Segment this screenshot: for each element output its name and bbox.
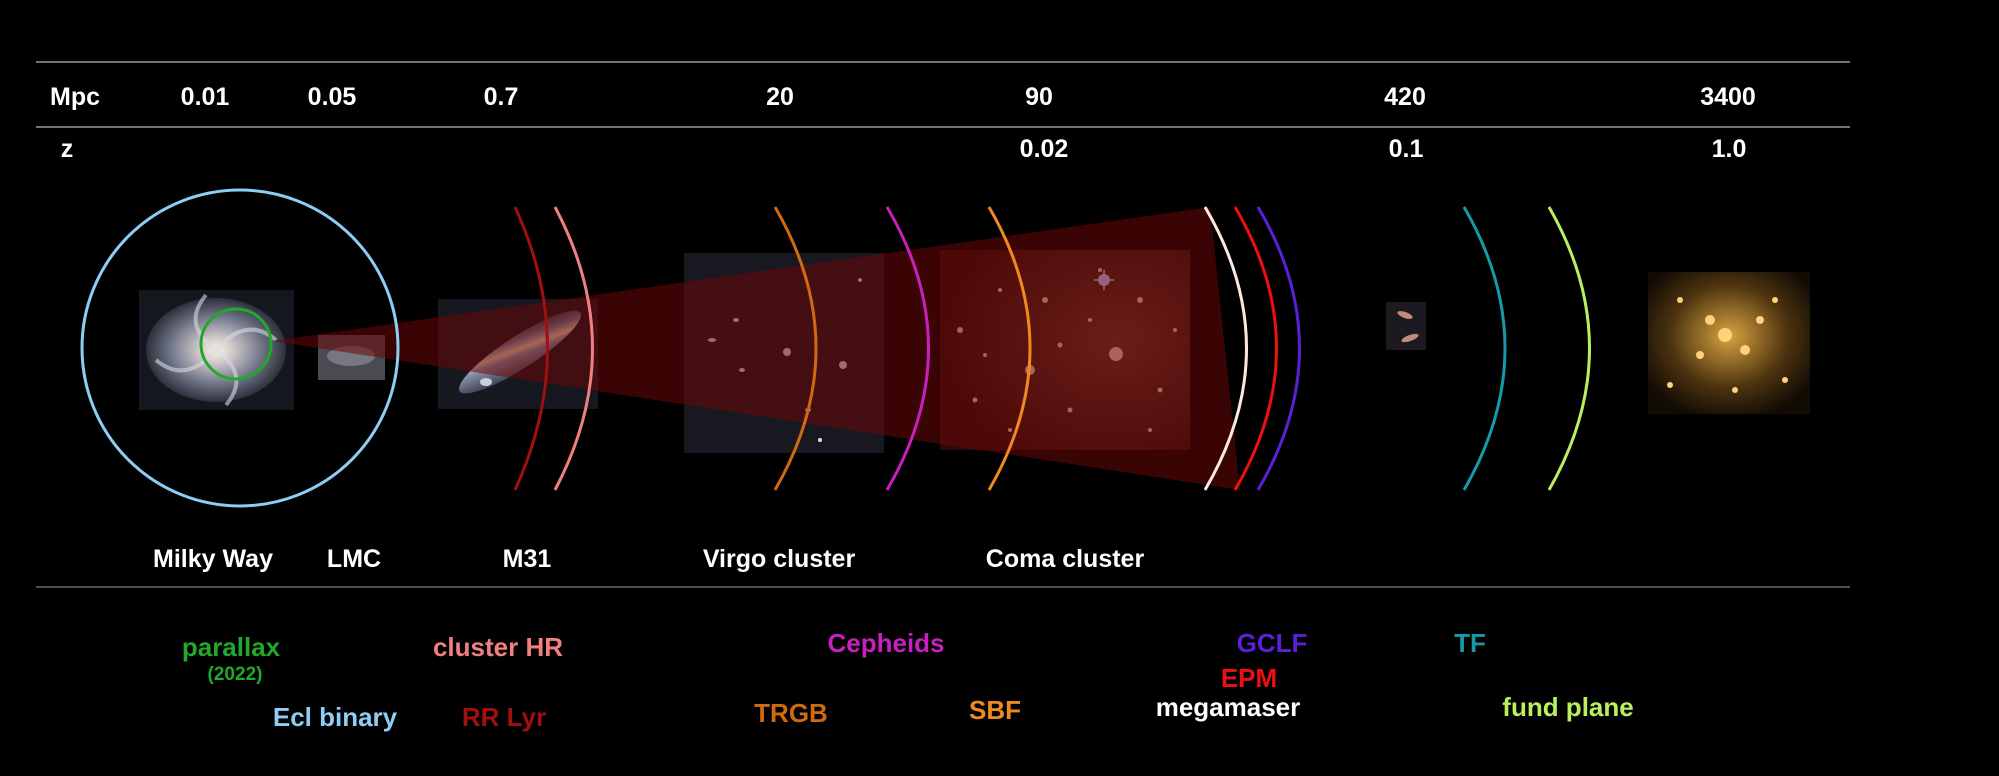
method-label-parallax: parallax xyxy=(181,632,281,662)
method-label-cepheids: Cepheids xyxy=(827,628,945,658)
method-label-rr-lyr: RR Lyr xyxy=(461,702,547,732)
method-label-sbf: SBF xyxy=(969,695,1021,725)
mpc-value: 0.05 xyxy=(307,83,357,111)
mpc-value: 3400 xyxy=(1700,83,1756,111)
z-row-label: z xyxy=(60,135,74,163)
method-label-cluster-hr: cluster HR xyxy=(432,632,564,662)
object-label-milky-way: Milky Way xyxy=(153,545,273,573)
tf-arc xyxy=(1462,206,1507,491)
parallax-circle xyxy=(199,307,273,381)
cepheids-arc xyxy=(885,206,930,491)
milky-way-image xyxy=(139,290,294,410)
mpc-value: 20 xyxy=(766,83,794,111)
object-label-lmc: LMC xyxy=(326,545,382,573)
z-value: 0.02 xyxy=(1019,135,1069,163)
method-label-trgb: TRGB xyxy=(754,698,828,728)
trgb-arc xyxy=(773,206,818,491)
gclf-arc xyxy=(1256,206,1301,491)
z-value: 1.0 xyxy=(1711,135,1747,163)
method-label-tf: TF xyxy=(1454,628,1486,658)
megamaser-arc xyxy=(1203,206,1248,491)
object-label-m31: M31 xyxy=(502,545,552,573)
mpc-value: 420 xyxy=(1384,83,1426,111)
method-label-parallax-year: (2022) xyxy=(207,664,263,685)
mpc-value: 90 xyxy=(1025,83,1053,111)
method-label-ecl-binary: Ecl binary xyxy=(272,702,398,732)
sbf-arc xyxy=(987,206,1032,491)
distance-cone xyxy=(272,207,1240,490)
mpc-value: 0.7 xyxy=(483,83,519,111)
ecl-binary-circle xyxy=(80,188,400,508)
z-value: 0.1 xyxy=(1388,135,1424,163)
epm-arc xyxy=(1233,206,1278,491)
object-label-coma-cluster: Coma cluster xyxy=(985,545,1145,573)
method-label-epm: EPM xyxy=(1220,663,1278,693)
method-label-fund-plane: fund plane xyxy=(1502,692,1634,722)
fund-plane-arc xyxy=(1547,206,1591,491)
method-label-gclf: GCLF xyxy=(1236,628,1308,658)
method-label-megamaser: megamaser xyxy=(1155,692,1301,722)
rr-lyr-arc xyxy=(513,206,549,491)
cluster-hr-arc xyxy=(553,206,594,491)
mpc-value: 0.01 xyxy=(180,83,230,111)
distant-galaxy-pair-image xyxy=(1386,302,1426,350)
mpc-row-label: Mpc xyxy=(50,83,100,111)
galaxy-cluster-z1-image xyxy=(1648,272,1810,414)
object-label-virgo-cluster: Virgo cluster xyxy=(702,545,856,573)
